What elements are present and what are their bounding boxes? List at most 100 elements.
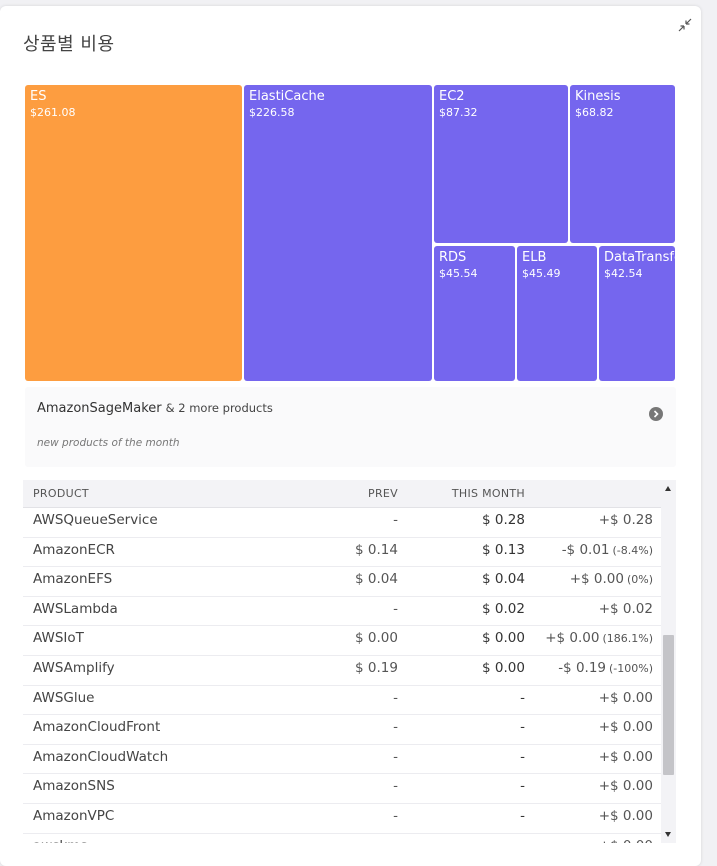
delta-value: +$ 0.00	[569, 571, 624, 588]
table-scrollbar[interactable]	[661, 480, 676, 843]
prev-cell: -	[393, 807, 398, 824]
product-cell: AmazonVPC	[33, 807, 115, 824]
delta-value: -$ 0.01	[561, 541, 610, 558]
treemap-tile-es[interactable]: ES $261.08	[25, 85, 242, 381]
tile-name: RDS	[439, 250, 467, 265]
new-products-summary: AmazonSageMaker & 2 more products	[37, 401, 273, 416]
product-cell: AWSGlue	[33, 689, 95, 706]
product-cell: awskms	[33, 838, 87, 843]
prev-cell: $ 0.14	[355, 541, 398, 558]
prev-cell: $ 0.04	[355, 571, 398, 588]
cost-by-product-panel: 상품별 비용 ES $261.08 ElastiCache $226.58 EC…	[0, 6, 701, 866]
table-row[interactable]: AmazonEFS $ 0.04 $ 0.04 +$ 0.00 (0%)	[23, 567, 661, 597]
delta-value: +$ 0.00	[599, 838, 653, 843]
product-cell: AWSLambda	[33, 600, 118, 617]
delta-cell: +$ 0.00 (186.1%)	[545, 630, 653, 646]
tile-value: $42.54	[604, 267, 643, 280]
treemap-tile-elb[interactable]: ELB $45.49	[517, 246, 597, 381]
product-cell: AmazonECR	[33, 541, 115, 558]
delta-percent: (-8.4%)	[612, 543, 654, 557]
new-products-box: AmazonSageMaker & 2 more products new pro…	[25, 387, 676, 467]
delta-cell: +$ 0.00	[599, 690, 653, 706]
chevron-right-circle-icon[interactable]	[649, 407, 663, 421]
this-month-cell: $ 0.28	[482, 512, 525, 528]
column-header-prev[interactable]: PREV	[368, 487, 398, 500]
tile-name: ES	[30, 89, 47, 104]
table-row[interactable]: awskms - - +$ 0.00	[23, 834, 661, 843]
product-cell: AmazonEFS	[33, 571, 113, 588]
product-cell: AmazonSNS	[33, 778, 115, 795]
table-row[interactable]: AmazonVPC - - +$ 0.00	[23, 804, 661, 834]
table-row[interactable]: AmazonCloudFront - - +$ 0.00	[23, 715, 661, 745]
table-row[interactable]: AWSIoT $ 0.00 $ 0.00 +$ 0.00 (186.1%)	[23, 626, 661, 656]
new-products-note: new products of the month	[37, 437, 180, 449]
this-month-cell: -	[520, 838, 525, 843]
delta-cell: +$ 0.00	[599, 719, 653, 735]
delta-cell: +$ 0.00	[599, 749, 653, 765]
scroll-down-icon[interactable]	[665, 832, 671, 837]
treemap-tile-rds[interactable]: RDS $45.54	[434, 246, 515, 381]
delta-cell: +$ 0.00	[599, 808, 653, 824]
prev-cell: -	[393, 748, 398, 765]
delta-percent: (186.1%)	[602, 632, 653, 646]
delta-percent: (-100%)	[609, 661, 653, 675]
prev-cell: -	[393, 719, 398, 736]
table-row[interactable]: AmazonSNS - - +$ 0.00	[23, 774, 661, 804]
scrollbar-thumb[interactable]	[663, 635, 674, 775]
product-cell: AmazonCloudWatch	[33, 748, 169, 765]
tile-name: ElastiCache	[249, 89, 325, 104]
treemap-tile-kinesis[interactable]: Kinesis $68.82	[570, 85, 675, 243]
table-row[interactable]: AWSAmplify $ 0.19 $ 0.00 -$ 0.19 (-100%)	[23, 656, 661, 686]
product-cell: AmazonCloudFront	[33, 719, 161, 736]
column-header-this-month[interactable]: THIS MONTH	[451, 487, 525, 500]
column-header-product[interactable]: PRODUCT	[33, 487, 89, 500]
tile-name: DataTransfer	[604, 250, 675, 265]
delta-value: +$ 0.00	[598, 807, 653, 824]
table-row[interactable]: AmazonCloudWatch - - +$ 0.00	[23, 745, 661, 775]
product-cell: AWSAmplify	[33, 659, 115, 676]
product-cost-treemap: ES $261.08 ElastiCache $226.58 EC2 $87.3…	[25, 85, 675, 381]
this-month-cell: -	[520, 778, 525, 795]
collapse-arrows-icon[interactable]	[676, 16, 694, 34]
delta-cell: +$ 0.28	[599, 512, 653, 528]
delta-cell: +$ 0.00	[599, 838, 653, 843]
this-month-cell: $ 0.04	[482, 571, 525, 588]
prev-cell: -	[393, 778, 398, 795]
this-month-cell: $ 0.00	[482, 659, 525, 676]
tile-name: EC2	[439, 89, 465, 104]
tile-value: $261.08	[30, 106, 76, 119]
table-row[interactable]: AWSQueueService - $ 0.28 +$ 0.28	[23, 508, 661, 538]
treemap-tile-ec2[interactable]: EC2 $87.32	[434, 85, 568, 243]
prev-cell: -	[393, 512, 398, 528]
tile-name: ELB	[522, 250, 547, 265]
table-header: PRODUCT PREV THIS MONTH	[23, 480, 661, 508]
delta-value: +$ 0.00	[598, 748, 653, 765]
new-product-name: AmazonSageMaker	[37, 401, 162, 416]
tile-value: $226.58	[249, 106, 295, 119]
delta-value: +$ 0.00	[598, 778, 653, 795]
delta-value: +$ 0.00	[545, 630, 600, 647]
this-month-cell: $ 0.13	[482, 541, 525, 558]
delta-value: +$ 0.00	[598, 689, 653, 706]
treemap-tile-elasticache[interactable]: ElastiCache $226.58	[244, 85, 432, 381]
tile-value: $87.32	[439, 106, 478, 119]
table-row[interactable]: AWSLambda - $ 0.02 +$ 0.02	[23, 597, 661, 627]
table-row[interactable]: AWSGlue - - +$ 0.00	[23, 686, 661, 716]
table-body: AWSQueueService - $ 0.28 +$ 0.28 AmazonECR $ …	[23, 508, 661, 843]
table-row[interactable]: AmazonECR $ 0.14 $ 0.13 -$ 0.01 (-8.4%)	[23, 538, 661, 568]
panel-title: 상품별 비용	[23, 34, 115, 55]
prev-cell: $ 0.00	[355, 630, 398, 647]
this-month-cell: $ 0.00	[482, 630, 525, 647]
product-cost-table: PRODUCT PREV THIS MONTH AWSQueueService -…	[23, 480, 676, 843]
this-month-cell: -	[520, 748, 525, 765]
product-cell: AWSIoT	[33, 630, 84, 647]
treemap-tile-datatransfer[interactable]: DataTransfer $42.54	[599, 246, 675, 381]
tile-value: $45.49	[522, 267, 561, 280]
delta-value: +$ 0.00	[598, 719, 653, 736]
this-month-cell: -	[520, 689, 525, 706]
scroll-up-icon[interactable]	[665, 486, 671, 491]
delta-cell: -$ 0.01 (-8.4%)	[562, 542, 653, 558]
delta-cell: +$ 0.02	[599, 601, 653, 617]
delta-cell: -$ 0.19 (-100%)	[558, 660, 653, 676]
prev-cell: -	[393, 838, 398, 843]
